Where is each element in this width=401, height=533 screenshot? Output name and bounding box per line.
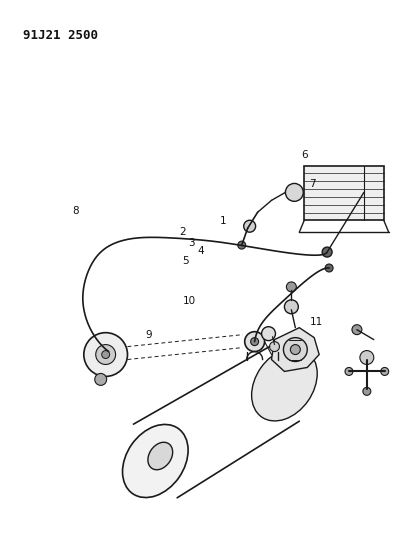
Text: 8: 8 bbox=[72, 206, 78, 216]
FancyBboxPatch shape bbox=[304, 166, 383, 220]
Text: 5: 5 bbox=[181, 256, 188, 266]
Circle shape bbox=[243, 220, 255, 232]
Text: 6: 6 bbox=[301, 150, 307, 160]
Text: 3: 3 bbox=[187, 238, 194, 248]
Circle shape bbox=[380, 367, 388, 375]
Circle shape bbox=[321, 247, 331, 257]
Circle shape bbox=[290, 345, 300, 354]
Circle shape bbox=[95, 374, 106, 385]
Text: 7: 7 bbox=[309, 179, 315, 189]
Circle shape bbox=[284, 300, 298, 314]
Circle shape bbox=[359, 351, 373, 365]
Circle shape bbox=[95, 345, 115, 365]
Polygon shape bbox=[271, 328, 318, 372]
Circle shape bbox=[362, 387, 370, 395]
Circle shape bbox=[244, 332, 264, 352]
Circle shape bbox=[237, 241, 245, 249]
Text: 4: 4 bbox=[197, 246, 204, 256]
Circle shape bbox=[324, 264, 332, 272]
Circle shape bbox=[285, 183, 302, 201]
Circle shape bbox=[83, 333, 127, 376]
Text: 2: 2 bbox=[179, 227, 186, 237]
Text: 91J21 2500: 91J21 2500 bbox=[23, 29, 98, 42]
Circle shape bbox=[351, 325, 361, 335]
Text: 9: 9 bbox=[146, 330, 152, 341]
Circle shape bbox=[101, 351, 109, 359]
Text: 10: 10 bbox=[182, 296, 195, 306]
Circle shape bbox=[103, 346, 113, 357]
Text: 1: 1 bbox=[219, 216, 226, 227]
Ellipse shape bbox=[148, 442, 172, 470]
Circle shape bbox=[344, 367, 352, 375]
Circle shape bbox=[283, 337, 306, 361]
Ellipse shape bbox=[251, 348, 316, 421]
Circle shape bbox=[269, 342, 279, 352]
Circle shape bbox=[286, 282, 296, 292]
Text: 11: 11 bbox=[310, 317, 322, 327]
Circle shape bbox=[250, 337, 258, 345]
Ellipse shape bbox=[122, 424, 188, 497]
Circle shape bbox=[261, 327, 275, 341]
